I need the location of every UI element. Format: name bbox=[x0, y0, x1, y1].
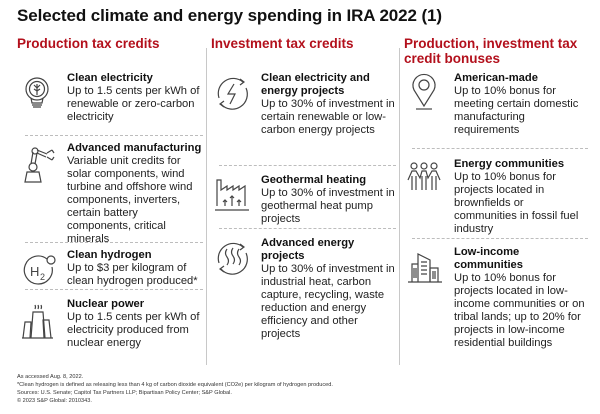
item-title: Clean electricity and energy projects bbox=[261, 72, 370, 97]
footnotes: As accessed Aug. 8, 2022. *Clean hydroge… bbox=[17, 373, 333, 405]
item-title: Advanced energy projects bbox=[261, 237, 355, 262]
item-description: Variable unit credits for solar componen… bbox=[67, 155, 193, 245]
item-title: American-made bbox=[454, 72, 538, 84]
item-title: Geothermal heating bbox=[261, 174, 367, 186]
page-title: Selected climate and energy spending in … bbox=[17, 6, 442, 25]
item-title: Clean electricity bbox=[67, 72, 153, 84]
column-heading: Production tax credits bbox=[17, 36, 160, 51]
hydrogen-molecule-icon: H 2 bbox=[23, 255, 56, 285]
dashed-divider bbox=[412, 148, 588, 149]
item-title: Energy communities bbox=[454, 158, 565, 170]
robot-arm-icon bbox=[24, 147, 55, 183]
dashed-divider bbox=[25, 135, 203, 136]
footnote-hydrogen-definition: *Clean hydrogen is defined as releasing … bbox=[17, 382, 333, 388]
footnote-sources: Sources: U.S. Senate; Capitol Tax Partne… bbox=[17, 390, 232, 396]
item-description: Up to 10% bonus for meeting certain dome… bbox=[454, 85, 579, 136]
column-divider bbox=[399, 48, 400, 365]
footnote-copyright: © 2023 S&P Global: 2010343. bbox=[17, 398, 92, 404]
location-pin-icon bbox=[412, 73, 436, 110]
item-title: Nuclear power bbox=[67, 298, 145, 310]
column-heading: Production, investment tax credit bonuse… bbox=[404, 36, 578, 66]
column-heading: Investment tax credits bbox=[211, 36, 354, 51]
item-description: Up to 30% of investment in certain renew… bbox=[261, 98, 395, 136]
item-title: Low-income communities bbox=[454, 246, 524, 271]
buildings-icon bbox=[408, 253, 442, 283]
geothermal-factory-icon bbox=[215, 179, 249, 211]
lightbulb-leaf-icon bbox=[25, 77, 49, 108]
footnote-accessed: As accessed Aug. 8, 2022. bbox=[17, 374, 84, 380]
column-investment-tax-credits: Investment tax credits Clean electricity… bbox=[211, 36, 396, 340]
column-tax-credit-bonuses: Production, investment tax credit bonuse… bbox=[404, 36, 588, 349]
svg-text:H: H bbox=[30, 264, 39, 279]
item-description: Up to 30% of investment in geothermal he… bbox=[261, 187, 395, 225]
svg-text:2: 2 bbox=[40, 272, 45, 282]
item-description: Up to 10% bonus for projects located in … bbox=[454, 272, 585, 349]
dashed-divider bbox=[219, 165, 396, 166]
dashed-divider bbox=[25, 242, 203, 243]
item-description: Up to 10% bonus for projects located in … bbox=[454, 171, 579, 235]
item-description: Up to $3 per kilogram of clean hydrogen … bbox=[67, 262, 198, 287]
dashed-divider bbox=[412, 238, 588, 239]
dashed-divider bbox=[219, 228, 396, 229]
item-description: Up to 1.5 cents per kWh of renewable or … bbox=[67, 85, 200, 123]
lightning-cycle-icon bbox=[217, 77, 248, 110]
people-group-icon bbox=[407, 162, 441, 190]
column-production-tax-credits: Production tax credits Clean electricity… bbox=[17, 36, 203, 349]
column-divider bbox=[206, 48, 207, 365]
item-description: Up to 1.5 cents per kWh of electricity p… bbox=[67, 311, 200, 349]
dashed-divider bbox=[25, 289, 203, 290]
item-title: Advanced manufacturing bbox=[67, 142, 202, 154]
item-description: Up to 30% of investment in industrial he… bbox=[261, 263, 395, 340]
nuclear-plant-icon bbox=[22, 304, 53, 339]
heat-cycle-icon bbox=[217, 242, 248, 275]
item-title: Clean hydrogen bbox=[67, 249, 152, 261]
